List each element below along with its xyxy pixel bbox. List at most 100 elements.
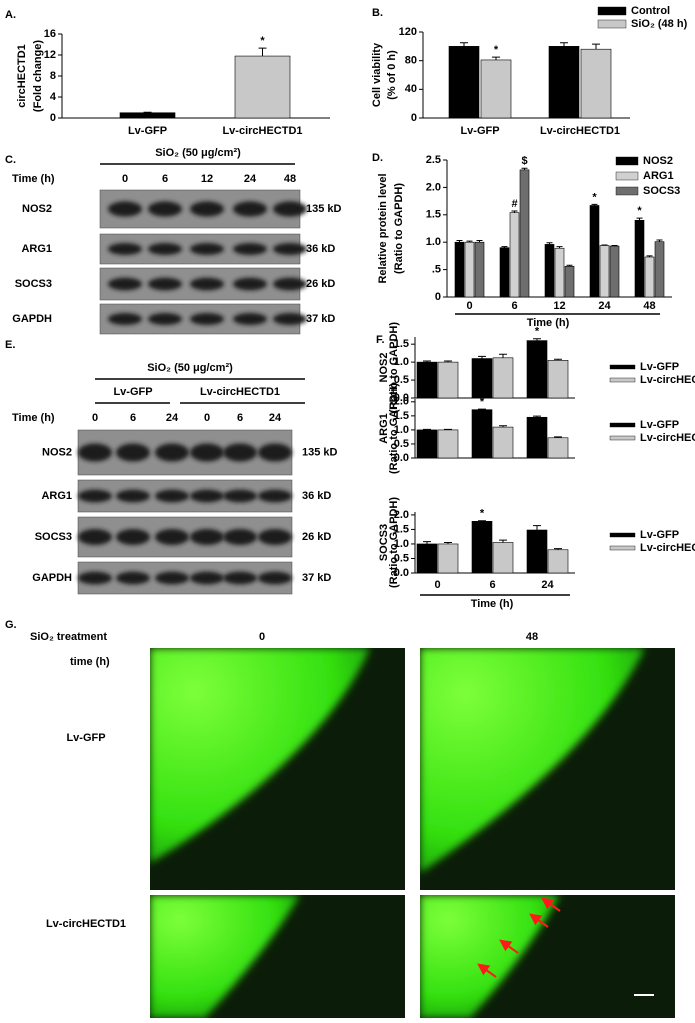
bar [526,416,548,459]
panel-label: G. [5,619,17,631]
x-tick-label: Lv-circHECTD1 [222,125,302,137]
significance-mark: * [535,326,540,338]
significance-mark: # [511,198,517,210]
lane-label: 6 [162,173,168,185]
x-tick-label: 6 [511,300,517,312]
image-gfp-0 [150,648,405,890]
y-axis-label: (Ratio to GAPDH) [388,383,400,474]
y-tick-label: 1.5 [426,209,441,221]
error-bar [560,42,568,47]
legend-label: ARG1 [643,170,674,182]
blot-band [190,443,224,462]
blot-band [273,201,307,217]
time-label: Time (h) [12,173,55,185]
bar [564,266,575,298]
error-bar [556,246,563,249]
bar [471,409,493,459]
error-bar [611,244,618,247]
significance-mark: * [480,508,485,520]
bar [416,429,438,459]
bar [547,360,569,399]
blot-band [190,529,224,545]
blot-band [273,313,307,325]
blot-band [78,489,112,503]
error-bar [258,47,267,57]
legend-swatch [609,435,636,441]
lane-label: 24 [244,173,257,185]
legend-label: Lv-circHECTD1 [640,374,695,386]
imaging-title: time (h) [70,656,110,668]
bar [526,529,548,574]
size-label: 135 kD [306,203,342,215]
y-tick-label: 0.0 [394,452,409,464]
blot-band [155,443,189,462]
y-tick-label: 0.5 [394,552,409,564]
legend-swatch [597,6,627,16]
significance-mark: $ [521,155,527,167]
lane-label: 12 [201,173,213,185]
lane-label: 24 [269,412,282,424]
bar [416,361,438,399]
bar [589,205,600,298]
x-tick-label: Lv-GFP [128,125,167,137]
error-bar [554,548,562,550]
bar [480,59,512,119]
blot-band [116,489,150,503]
bar [437,543,459,574]
bar [519,169,530,298]
blot-band [108,313,142,325]
y-tick-label: 120 [399,26,417,38]
group-label: Lv-GFP [113,386,152,398]
error-bar [423,541,431,544]
legend-label: Lv-GFP [640,529,679,541]
size-label: 36 kD [302,490,331,502]
treatment-label: SiO₂ (50 μg/cm²) [147,362,233,374]
error-bar [456,240,463,243]
error-bar [511,210,518,213]
y-tick-label: 0.5 [394,438,409,450]
bar [492,357,514,399]
error-bar [533,525,541,531]
y-tick-label: 1.5 [394,410,409,422]
bar [644,256,655,298]
image-gfp-48 [420,648,675,890]
panel-label: F. [376,334,385,346]
y-tick-label: .5 [432,264,441,276]
y-axis-label: (Ratio to GAPDH) [388,322,400,413]
error-bar [478,355,486,359]
bar [634,219,645,298]
legend-swatch [615,186,639,196]
y-tick-label: 4 [50,91,57,103]
lane-label: 0 [204,412,210,424]
bar [474,241,485,298]
bar [454,241,465,298]
lane-label: 24 [166,412,179,424]
legend-label: Control [631,5,670,17]
blot-band [116,571,150,585]
legend-label: Lv-circHECTD1 [640,542,695,554]
legend-label: Lv-GFP [640,361,679,373]
blot-band [148,277,182,291]
error-bar [492,56,500,60]
protein-label: ARG1 [21,243,52,255]
blot-band [190,571,224,585]
blot-band [116,443,150,462]
bar [492,426,514,459]
blot-band [223,571,257,585]
legend-label: Lv-circHECTD1 [640,432,695,444]
error-bar [143,111,152,113]
error-bar [566,264,573,267]
y-tick-label: 0 [435,291,441,303]
x-tick-label: 48 [643,300,655,312]
error-bar [546,242,553,245]
y-axis-label: (Ratio to GAPDH) [393,183,405,274]
error-bar [636,217,643,221]
blot-band [116,529,150,545]
bar [499,247,510,298]
blot-band [233,201,267,217]
lane-label: 0 [122,173,128,185]
y-tick-label: 1.0 [394,424,409,436]
legend-label: Lv-GFP [640,419,679,431]
blot-band [78,571,112,585]
bar [544,244,555,298]
